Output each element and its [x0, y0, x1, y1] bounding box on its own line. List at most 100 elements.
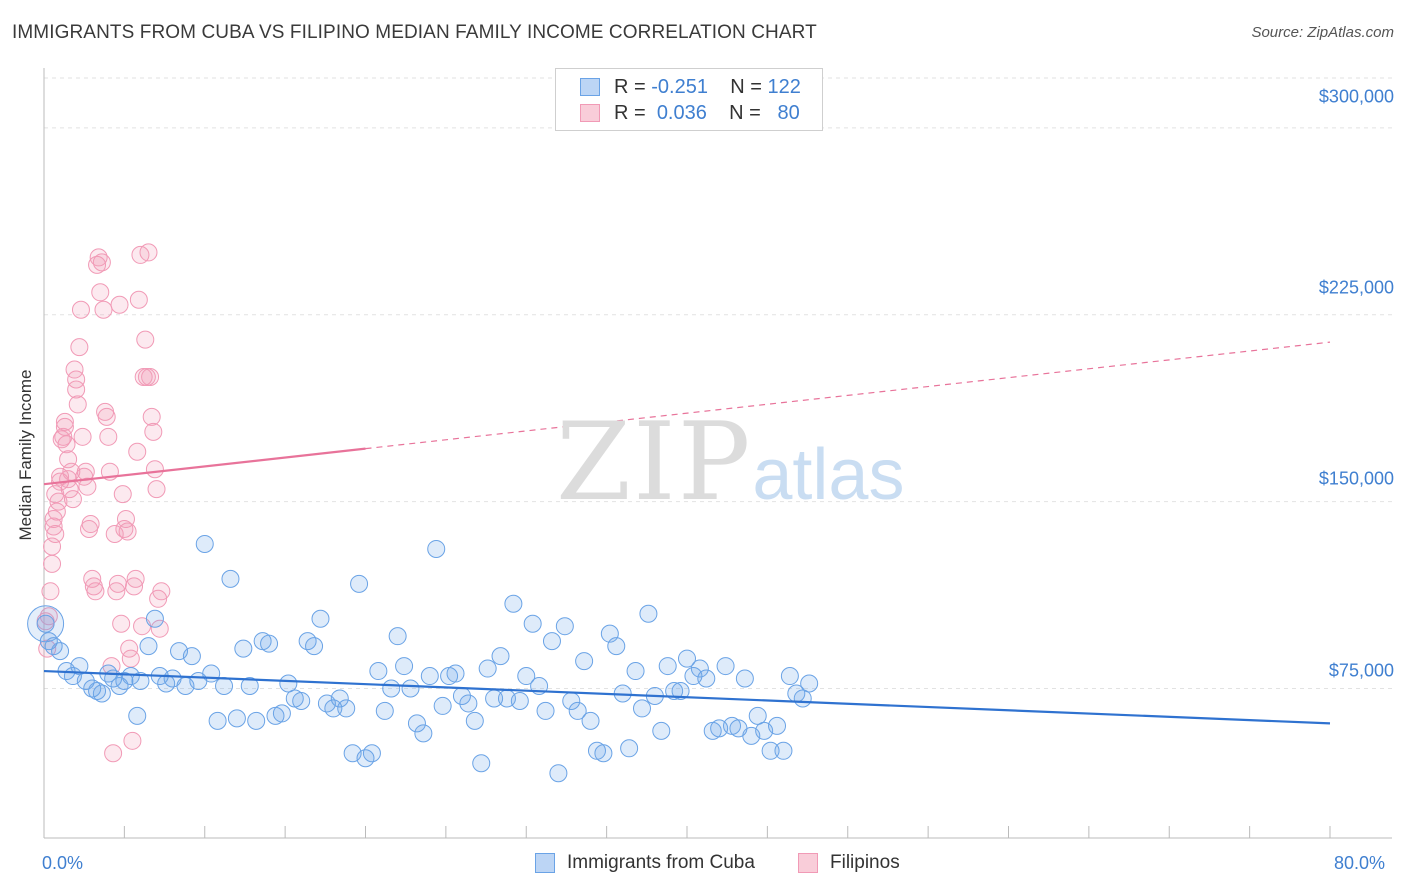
- cuba-point: [388, 627, 407, 646]
- filipinos-point: [49, 492, 68, 511]
- cuba-point: [227, 709, 246, 728]
- cuba-point: [478, 659, 497, 678]
- series-swatch-filipinos: [798, 853, 818, 873]
- cuba-point: [128, 706, 147, 725]
- cuba-point: [652, 721, 671, 740]
- y-tick-label: $150,000: [1318, 468, 1394, 489]
- y-tick-label: $75,000: [1328, 660, 1394, 681]
- cuba-point: [92, 684, 111, 703]
- legend-r-label: R =: [614, 75, 646, 98]
- legend-swatch-cuba: [580, 78, 600, 96]
- filipinos-point: [88, 255, 107, 274]
- series-label-cuba: Immigrants from Cuba: [567, 852, 755, 873]
- filipinos-point: [73, 427, 92, 446]
- cuba-point: [279, 674, 298, 693]
- y-tick-label: $300,000: [1318, 86, 1394, 107]
- legend-row-filipinos: R = 0.036 N = 80: [580, 101, 800, 125]
- cuba-point: [51, 642, 70, 661]
- cuba-point: [70, 657, 89, 676]
- cuba-point: [690, 659, 709, 678]
- legend-swatch-filipinos: [580, 104, 600, 122]
- stats-legend: R = -0.251 N = 122 R = 0.036 N = 80: [555, 68, 823, 131]
- x-tick-label: 0.0%: [42, 853, 84, 873]
- cuba-point: [459, 694, 478, 713]
- cuba-point: [83, 679, 102, 698]
- series-legend-cuba: Immigrants from Cuba: [535, 852, 755, 874]
- filipinos-point: [139, 243, 158, 262]
- cuba-point: [748, 706, 767, 725]
- cuba-point: [768, 716, 787, 735]
- legend-r-value: 0.036: [656, 101, 707, 124]
- series-legend-filipinos: Filipinos: [798, 852, 900, 874]
- cuba-point: [145, 609, 164, 628]
- cuba-point: [639, 604, 658, 623]
- watermark-zip: ZIP: [556, 400, 753, 525]
- cuba-point: [208, 711, 227, 730]
- cuba-point: [247, 711, 266, 730]
- cuba-point: [414, 724, 433, 743]
- cuba-point: [305, 637, 324, 656]
- filipinos-point: [110, 295, 129, 314]
- legend-r-value: -0.251: [651, 75, 708, 98]
- filipinos-point: [145, 460, 164, 479]
- cuba-point: [311, 609, 330, 628]
- cuba-point: [626, 662, 645, 681]
- series-legend: Immigrants from Cuba Filipinos: [0, 852, 1406, 878]
- cuba-point: [221, 569, 240, 588]
- series-swatch-cuba: [535, 853, 555, 873]
- filipinos-point: [144, 422, 163, 441]
- filipinos-point: [104, 744, 123, 763]
- filipinos-point: [152, 582, 171, 601]
- watermark-atlas: atlas: [752, 435, 905, 515]
- filipinos-point: [128, 442, 147, 461]
- cuba-point: [110, 677, 129, 695]
- filipinos-point: [113, 485, 132, 504]
- filipinos-point: [141, 368, 160, 387]
- cuba-point: [362, 744, 381, 763]
- cuba-point: [215, 677, 234, 695]
- legend-n-value: 80: [777, 101, 800, 124]
- cuba-point: [607, 637, 626, 656]
- cuba-point: [697, 669, 716, 688]
- cuba-point: [195, 534, 214, 553]
- filipinos-trend-extension: [365, 341, 1331, 450]
- filipinos-point: [70, 338, 89, 357]
- cuba-point: [420, 667, 439, 686]
- cuba-point: [800, 674, 819, 693]
- cuba-point: [446, 664, 465, 683]
- chart-source: Source: ZipAtlas.com: [1251, 24, 1394, 41]
- cuba-point: [523, 614, 542, 633]
- cuba-trend-line: [43, 669, 1331, 725]
- cuba-point: [517, 667, 536, 686]
- filipinos-point: [55, 417, 74, 436]
- filipinos-point: [126, 569, 145, 588]
- cuba-point: [575, 652, 594, 671]
- cuba-point: [234, 639, 253, 658]
- cuba-point: [433, 696, 452, 715]
- filipinos-point: [121, 649, 140, 668]
- filipinos-point: [118, 522, 137, 541]
- filipinos-trend-line: [43, 447, 366, 486]
- cuba-point: [382, 679, 401, 698]
- cuba-point: [472, 754, 491, 773]
- cuba-point: [350, 574, 369, 593]
- cuba-point: [510, 691, 529, 710]
- cuba-point: [671, 681, 690, 700]
- filipinos-point: [55, 412, 74, 431]
- cuba-point: [202, 664, 221, 683]
- filipinos-point: [147, 480, 166, 499]
- cuba-point: [395, 657, 414, 676]
- filipinos-point: [81, 515, 100, 534]
- filipinos-point: [129, 290, 148, 309]
- filipinos-point: [63, 490, 82, 509]
- cuba-point: [121, 667, 140, 686]
- filipinos-point: [108, 574, 127, 593]
- filipinos-point: [68, 395, 87, 414]
- legend-n-label: N =: [730, 75, 762, 98]
- filipinos-point: [67, 370, 86, 389]
- filipinos-point: [41, 582, 60, 601]
- legend-n-value: 122: [767, 75, 801, 98]
- cuba-point: [542, 632, 561, 651]
- cuba-point: [88, 681, 107, 700]
